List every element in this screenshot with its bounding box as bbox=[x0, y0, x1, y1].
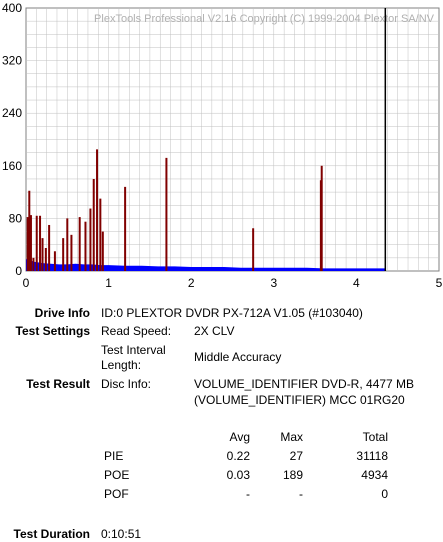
test-interval-label-line2: Length: bbox=[101, 358, 142, 372]
poe-series bbox=[26, 149, 323, 271]
test-result-label: Test Result bbox=[26, 377, 90, 391]
test-duration-value: 0:10:51 bbox=[101, 527, 142, 541]
pie-area bbox=[26, 259, 386, 271]
test-duration-label: Test Duration bbox=[13, 527, 90, 541]
row-pie-avg: 0.22 bbox=[226, 449, 250, 463]
y-tick-label: 240 bbox=[2, 106, 22, 120]
row-pie-max: 27 bbox=[289, 449, 303, 463]
x-tick-label: 3 bbox=[270, 276, 277, 290]
drive-info-value: ID:0 PLEXTOR DVDR PX-712A V1.05 (#103040… bbox=[101, 306, 363, 320]
row-pof-max: - bbox=[299, 487, 303, 501]
disc-info-line2: (VOLUME_IDENTIFIER) MCC 01RG20 bbox=[194, 393, 405, 407]
y-tick-labels: 0 80 160 240 320 400 bbox=[2, 1, 22, 278]
row-poe-avg: 0.03 bbox=[226, 468, 250, 482]
test-settings-label: Test Settings bbox=[15, 324, 90, 338]
y-tick-label: 320 bbox=[2, 54, 22, 68]
y-tick-label: 400 bbox=[2, 1, 22, 15]
x-tick-label: 1 bbox=[105, 276, 112, 290]
row-pie-name: PIE bbox=[104, 449, 124, 463]
drive-info-label: Drive Info bbox=[34, 306, 90, 320]
col-header-avg: Avg bbox=[229, 430, 250, 444]
x-tick-label: 5 bbox=[436, 276, 443, 290]
x-tick-label: 0 bbox=[23, 276, 30, 290]
disc-info-label: Disc Info: bbox=[101, 377, 152, 391]
x-tick-label: 4 bbox=[353, 276, 360, 290]
test-interval-value: Middle Accuracy bbox=[194, 350, 282, 364]
y-tick-label: 80 bbox=[9, 211, 23, 225]
x-tick-label: 2 bbox=[188, 276, 195, 290]
row-pie-total: 31118 bbox=[356, 449, 388, 463]
row-pof-avg: - bbox=[246, 487, 250, 501]
test-interval-label-line1: Test Interval bbox=[101, 343, 166, 357]
pie-series bbox=[26, 259, 386, 271]
row-poe-total: 4934 bbox=[361, 468, 388, 482]
read-speed-value: 2X CLV bbox=[194, 324, 235, 338]
chart-watermark: PlexTools Professional V2.16 Copyright (… bbox=[94, 13, 435, 25]
x-tick-labels: 0 1 2 3 4 5 bbox=[23, 276, 443, 290]
y-tick-label: 0 bbox=[15, 264, 22, 278]
col-header-max: Max bbox=[280, 430, 303, 444]
row-poe-name: POE bbox=[104, 468, 130, 482]
y-tick-label: 160 bbox=[2, 159, 22, 173]
row-poe-max: 189 bbox=[282, 468, 303, 482]
row-pof-name: POF bbox=[104, 487, 129, 501]
row-pof-total: 0 bbox=[381, 487, 388, 501]
error-chart: PlexTools Professional V2.16 Copyright (… bbox=[2, 1, 443, 290]
disc-info-line1: VOLUME_IDENTIFIER DVD-R, 4477 MB bbox=[194, 377, 415, 391]
grid bbox=[26, 8, 439, 271]
read-speed-label: Read Speed: bbox=[101, 324, 172, 338]
col-header-total: Total bbox=[362, 430, 388, 444]
